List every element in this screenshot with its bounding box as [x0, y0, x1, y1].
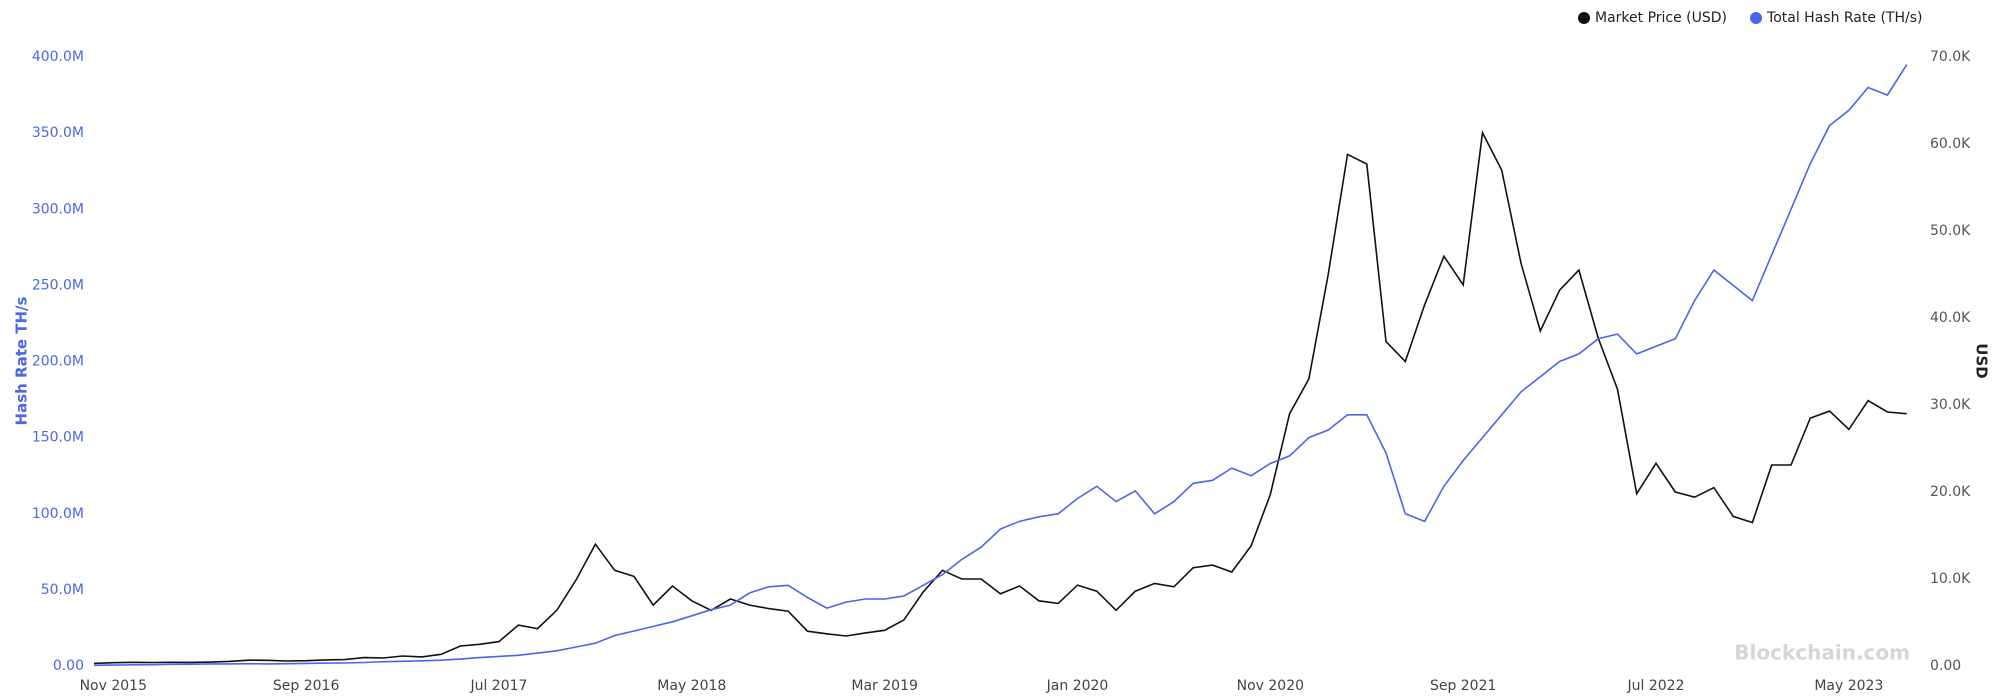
legend-label: Market Price (USD)	[1595, 10, 1727, 26]
y-tick-label: 100.0M	[32, 506, 84, 522]
x-tick-label: May 2018	[657, 678, 726, 694]
y2-tick-label: 60.0K	[1930, 136, 1971, 152]
y-tick-label: 250.0M	[32, 277, 84, 293]
x-tick-label: Mar 2019	[851, 678, 918, 694]
y-tick-label: 0.00	[53, 658, 84, 674]
y-axis-label: Hash Rate TH/s	[13, 296, 31, 425]
y-tick-label: 400.0M	[32, 49, 84, 65]
y2-tick-label: 40.0K	[1930, 310, 1971, 326]
y2-tick-label: 30.0K	[1930, 397, 1971, 413]
x-tick-label: Sep 2021	[1430, 678, 1496, 694]
x-tick-label: May 2023	[1814, 678, 1883, 694]
y-tick-label: 150.0M	[32, 430, 84, 446]
y-tick-label: 300.0M	[32, 201, 84, 217]
watermark: Blockchain.com	[1734, 641, 1910, 665]
y-tick-label: 200.0M	[32, 354, 84, 370]
x-tick-label: Jul 2017	[469, 678, 527, 694]
legend-marker	[1578, 12, 1590, 24]
series-line	[93, 64, 1908, 667]
legend-marker	[1750, 12, 1763, 24]
y2-tick-label: 50.0K	[1930, 223, 1971, 239]
legend-label: Total Hash Rate (TH/s)	[1766, 10, 1922, 26]
y-tick-label: 50.0M	[41, 582, 84, 598]
y2-tick-label: 20.0K	[1930, 484, 1971, 500]
x-tick-label: Nov 2020	[1237, 678, 1304, 694]
x-tick-label: Nov 2015	[80, 678, 147, 694]
x-tick-label: Jan 2020	[1046, 678, 1109, 694]
y2-axis-label: USD	[1973, 343, 1991, 378]
series-line	[93, 130, 1907, 665]
x-tick-label: Sep 2016	[273, 678, 340, 694]
y2-tick-label: 70.0K	[1930, 49, 1971, 65]
y-tick-label: 350.0M	[32, 125, 84, 141]
y2-tick-label: 10.0K	[1930, 571, 1971, 587]
x-tick-label: Jul 2022	[1627, 678, 1685, 694]
y2-tick-label: 0.00	[1930, 658, 1961, 674]
